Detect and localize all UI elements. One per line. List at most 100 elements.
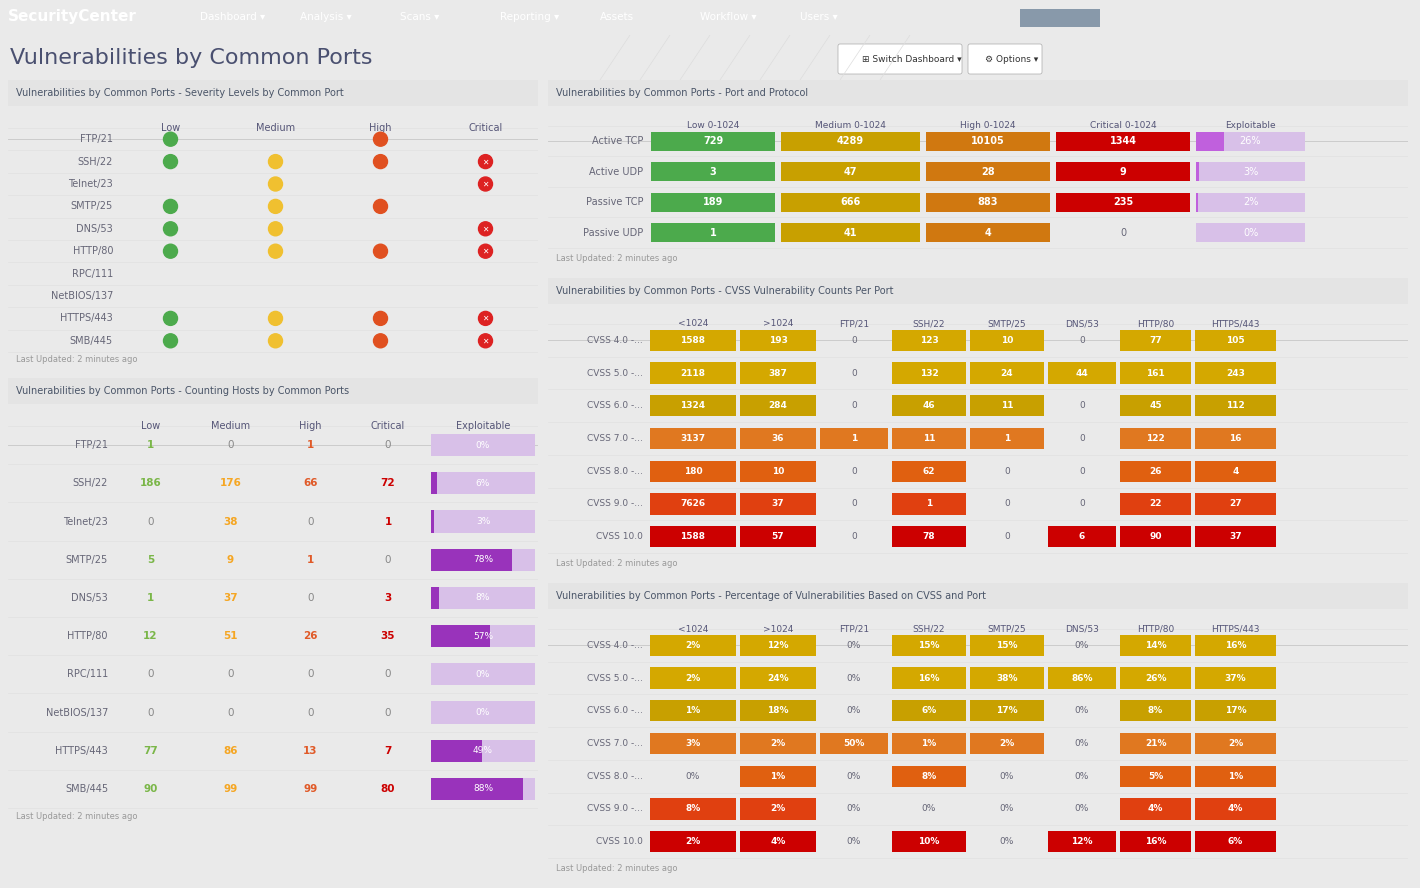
Text: 77: 77 [143,746,158,756]
Text: 0%: 0% [686,772,700,781]
Text: 112: 112 [1225,401,1245,410]
FancyBboxPatch shape [650,329,736,351]
FancyBboxPatch shape [650,395,736,416]
Text: 21%: 21% [1145,739,1166,748]
FancyBboxPatch shape [892,526,966,547]
FancyBboxPatch shape [1196,223,1305,242]
Text: Medium 0-1024: Medium 0-1024 [815,122,886,131]
Text: 0: 0 [1079,467,1085,476]
Text: Vulnerabilities by Common Ports - Counting Hosts by Common Ports: Vulnerabilities by Common Ports - Counti… [16,386,349,396]
Text: 66: 66 [304,479,318,488]
Text: 2%: 2% [1228,739,1242,748]
Text: 2%: 2% [686,837,700,846]
Text: 88%: 88% [473,784,493,793]
FancyBboxPatch shape [650,526,736,547]
Text: 4%: 4% [770,837,785,846]
Text: Passive UDP: Passive UDP [582,227,643,238]
Circle shape [268,177,283,191]
Text: SMTP/25: SMTP/25 [988,320,1027,329]
FancyBboxPatch shape [781,131,920,151]
Text: Critical: Critical [371,421,405,431]
FancyBboxPatch shape [1020,9,1100,27]
Text: 38%: 38% [997,674,1018,683]
Text: 17%: 17% [997,706,1018,716]
Text: 1588: 1588 [680,532,706,541]
Text: 1%: 1% [922,739,937,748]
FancyBboxPatch shape [740,668,816,689]
FancyBboxPatch shape [1120,329,1191,351]
Text: 0%: 0% [1075,739,1089,748]
FancyBboxPatch shape [926,131,1049,151]
Text: 5%: 5% [1147,772,1163,781]
FancyBboxPatch shape [740,733,816,754]
FancyBboxPatch shape [432,549,535,571]
Text: 0%: 0% [476,708,490,717]
FancyBboxPatch shape [432,472,437,495]
Text: 90: 90 [143,784,158,794]
FancyBboxPatch shape [650,831,736,852]
Text: Passive TCP: Passive TCP [585,197,643,207]
FancyBboxPatch shape [9,80,538,106]
FancyBboxPatch shape [650,635,736,656]
Text: >1024: >1024 [763,624,794,633]
Text: 8%: 8% [686,805,700,813]
FancyBboxPatch shape [819,733,888,754]
Text: 0%: 0% [1000,805,1014,813]
Text: ✕: ✕ [483,313,488,323]
Text: SMB/445: SMB/445 [70,336,114,345]
Text: 46: 46 [923,401,936,410]
FancyBboxPatch shape [740,329,816,351]
Text: 4: 4 [984,227,991,238]
FancyBboxPatch shape [432,511,535,533]
Text: Exploitable: Exploitable [1225,122,1275,131]
Text: 186: 186 [139,479,162,488]
FancyBboxPatch shape [1120,494,1191,514]
Text: 0: 0 [148,708,153,718]
Text: 11: 11 [1001,401,1014,410]
Text: HTTPS/443: HTTPS/443 [55,746,108,756]
Text: 883: 883 [978,197,998,207]
FancyBboxPatch shape [819,428,888,449]
Text: Workflow ▾: Workflow ▾ [700,12,757,22]
Text: 13: 13 [304,746,318,756]
Text: 44: 44 [1075,369,1088,377]
Text: 0: 0 [1079,499,1085,509]
Text: 0: 0 [227,708,234,718]
Text: RPC/111: RPC/111 [72,268,114,279]
Text: 80: 80 [381,784,395,794]
FancyBboxPatch shape [650,494,736,514]
FancyBboxPatch shape [1120,733,1191,754]
Text: 16: 16 [1230,434,1241,443]
Text: HTTPS/443: HTTPS/443 [60,313,114,323]
Circle shape [373,244,388,258]
Text: 2118: 2118 [680,369,706,377]
Circle shape [268,155,283,169]
Text: 0%: 0% [846,805,861,813]
Text: 243: 243 [1225,369,1245,377]
Text: 3%: 3% [476,517,490,526]
FancyBboxPatch shape [1196,163,1200,181]
FancyBboxPatch shape [1196,526,1277,547]
Text: SMTP/25: SMTP/25 [988,624,1027,633]
Text: 27: 27 [1230,499,1242,509]
FancyBboxPatch shape [432,778,523,800]
Text: DNS/53: DNS/53 [71,593,108,603]
Circle shape [373,132,388,147]
Text: <1024: <1024 [677,320,709,329]
Text: ✕: ✕ [483,337,488,345]
Text: Last Updated: 2 minutes ago: Last Updated: 2 minutes ago [557,863,677,873]
Text: Last Updated: 2 minutes ago: Last Updated: 2 minutes ago [16,355,138,364]
FancyBboxPatch shape [740,635,816,656]
Text: Vulnerabilities by Common Ports - CVSS Vulnerability Counts Per Port: Vulnerabilities by Common Ports - CVSS V… [557,286,893,296]
Text: 0%: 0% [922,805,936,813]
Text: ✕: ✕ [483,157,488,166]
Text: 2%: 2% [686,641,700,650]
FancyBboxPatch shape [740,395,816,416]
Text: Exploitable: Exploitable [456,421,510,431]
Text: HTTP/80: HTTP/80 [1137,624,1174,633]
FancyBboxPatch shape [650,700,736,721]
Text: CVSS 9.0 -...: CVSS 9.0 -... [586,499,643,509]
Text: HTTPS/443: HTTPS/443 [1211,320,1260,329]
Text: CVSS 5.0 -...: CVSS 5.0 -... [586,369,643,377]
FancyBboxPatch shape [740,526,816,547]
